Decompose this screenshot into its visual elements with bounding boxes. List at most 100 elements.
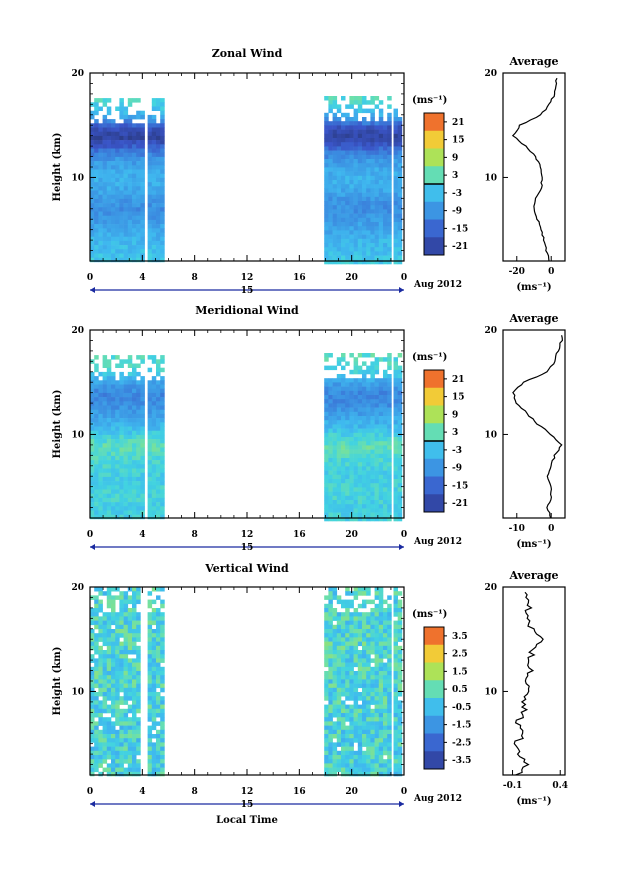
heatmap-cell xyxy=(132,245,137,250)
heatmap-cell xyxy=(136,203,141,208)
heatmap-cell xyxy=(397,382,403,387)
heatmap-cell xyxy=(349,399,354,404)
heatmap-cell xyxy=(387,458,392,463)
heatmap-cell xyxy=(353,591,359,596)
heatmap-cell xyxy=(115,224,120,229)
heatmap-cell xyxy=(324,479,329,484)
heatmap-cell xyxy=(374,424,380,429)
heatmap-cell xyxy=(119,721,124,726)
heatmap-cell xyxy=(349,645,354,651)
heatmap-cell xyxy=(132,144,137,149)
heatmap-cell xyxy=(111,476,116,482)
heatmap-cell xyxy=(98,405,103,410)
heatmap-cell xyxy=(328,587,333,592)
heatmap-cell xyxy=(328,255,333,261)
heatmap-cell xyxy=(94,434,99,440)
heatmap-cell xyxy=(349,675,354,680)
heatmap-cell xyxy=(370,437,375,442)
heatmap-cell xyxy=(374,184,380,189)
heatmap-cell xyxy=(366,679,371,684)
heatmap-cell xyxy=(147,460,153,465)
colorbar-tick-label: -0.5 xyxy=(452,703,471,713)
heatmap-cell xyxy=(378,209,384,214)
heatmap-cell xyxy=(160,767,165,773)
heatmap-cell xyxy=(106,359,112,364)
heatmap-cell xyxy=(94,392,99,398)
heatmap-cell xyxy=(127,355,133,360)
heatmap-cell xyxy=(345,708,350,714)
heatmap-cell xyxy=(353,420,359,425)
heatmap-cell xyxy=(147,257,153,263)
heatmap-cell xyxy=(345,755,350,760)
heatmap-cell xyxy=(387,96,392,101)
heatmap-cell xyxy=(387,755,392,760)
heatmap-cell xyxy=(111,131,116,137)
heatmap-cell xyxy=(123,650,129,655)
heatmap-cell xyxy=(160,455,165,461)
heatmap-cell xyxy=(349,104,354,109)
heatmap-cell xyxy=(345,771,350,777)
heatmap-cell xyxy=(341,629,346,634)
heatmap-cell xyxy=(366,234,371,240)
heatmap-cell xyxy=(147,713,153,718)
heatmap-cell xyxy=(119,169,124,174)
heatmap-cell xyxy=(102,439,108,444)
heatmap-cell xyxy=(393,679,398,684)
heatmap-cell xyxy=(341,213,346,219)
heatmap-cell xyxy=(136,161,141,166)
heatmap-cell xyxy=(336,500,342,505)
heatmap-cell xyxy=(90,696,95,701)
heatmap-cell xyxy=(102,746,108,752)
heatmap-cell xyxy=(366,445,371,450)
heatmap-cell xyxy=(383,662,388,668)
heatmap-cell xyxy=(387,142,392,147)
heatmap-cell xyxy=(357,129,363,135)
heatmap-cell xyxy=(328,205,333,210)
heatmap-cell xyxy=(378,491,384,497)
heatmap-cell xyxy=(378,620,384,626)
heatmap-cell xyxy=(156,476,161,482)
heatmap-cell xyxy=(383,466,388,471)
heatmap-cell xyxy=(332,474,338,480)
heatmap-cell xyxy=(370,441,375,446)
heatmap-cell xyxy=(383,750,388,756)
month-label: Aug 2012 xyxy=(413,794,462,804)
heatmap-cell xyxy=(136,173,141,179)
heatmap-cell xyxy=(393,608,398,613)
heatmap-cell xyxy=(111,704,116,710)
heatmap-cell xyxy=(393,171,398,177)
heatmap-cell xyxy=(397,603,403,609)
heatmap-cell xyxy=(336,683,342,689)
heatmap-cell xyxy=(353,645,359,651)
heatmap-cell xyxy=(366,146,371,151)
heatmap-cell xyxy=(115,662,120,668)
heatmap-cell xyxy=(90,409,95,415)
heatmap-cell xyxy=(332,479,338,484)
heatmap-cell xyxy=(151,422,157,427)
heatmap-cell xyxy=(127,692,133,697)
heatmap-cell xyxy=(324,750,329,756)
heatmap-cell xyxy=(374,491,380,497)
heatmap-cell xyxy=(127,224,133,229)
heatmap-cell xyxy=(132,211,137,216)
heatmap-cell xyxy=(147,750,153,756)
heatmap-cell xyxy=(123,236,129,242)
heatmap-cell xyxy=(397,599,403,605)
heatmap-cell xyxy=(147,355,153,360)
heatmap-cell xyxy=(151,616,157,621)
heatmap-cell xyxy=(119,595,124,600)
heatmap-cell xyxy=(387,629,392,634)
heatmap-cell xyxy=(151,182,157,187)
heatmap-cell xyxy=(393,721,398,726)
heatmap-cell xyxy=(160,742,165,747)
heatmap-cell xyxy=(140,177,145,183)
heatmap-cell xyxy=(90,194,95,200)
heatmap-cell xyxy=(123,165,129,170)
heatmap-cell xyxy=(98,620,103,626)
heatmap-cell xyxy=(111,608,116,613)
heatmap-cell xyxy=(123,717,129,722)
heatmap-cell xyxy=(132,759,137,764)
heatmap-cell xyxy=(147,135,153,141)
heatmap-cell xyxy=(378,767,384,773)
heatmap-cell xyxy=(151,704,157,710)
